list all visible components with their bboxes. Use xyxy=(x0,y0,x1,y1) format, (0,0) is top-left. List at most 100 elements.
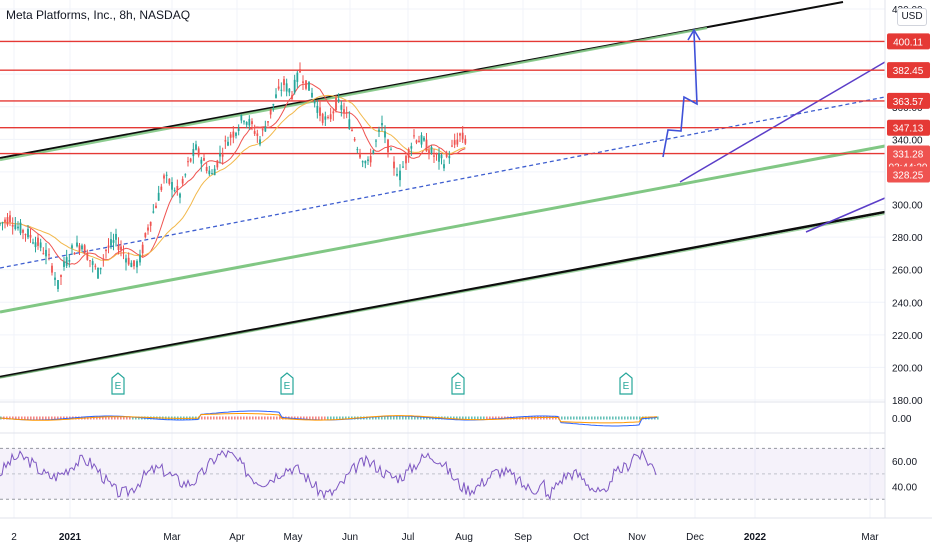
macd-histogram-bar xyxy=(600,416,602,420)
macd-histogram-bar xyxy=(39,416,41,420)
macd-histogram-bar xyxy=(393,416,395,420)
macd-histogram-bar xyxy=(480,416,482,420)
candle-body xyxy=(332,111,335,114)
candle-body xyxy=(195,144,197,150)
candle-body xyxy=(219,153,221,157)
macd-histogram-bar xyxy=(120,416,122,420)
candle-body xyxy=(112,240,115,243)
macd-histogram-bar xyxy=(576,416,578,420)
x-tick-label: Aug xyxy=(455,532,473,543)
candle-body xyxy=(187,161,189,163)
candle-body xyxy=(9,215,11,222)
macd-histogram-bar xyxy=(45,416,47,420)
parallel-line-upper xyxy=(679,61,886,183)
macd-histogram-bar xyxy=(339,416,341,420)
macd-histogram-bar xyxy=(420,416,422,420)
macd-histogram-bar xyxy=(405,416,407,420)
candle-body xyxy=(136,261,138,268)
macd-histogram-bar xyxy=(219,416,221,420)
macd-pane xyxy=(0,401,932,434)
macd-histogram-bar xyxy=(309,416,311,420)
macd-histogram-bar xyxy=(216,416,218,420)
candle-body xyxy=(461,132,464,140)
candle-body xyxy=(420,135,423,145)
candle-body xyxy=(189,158,192,162)
x-tick-label: Mar xyxy=(861,532,879,543)
candle-body xyxy=(229,134,232,138)
macd-histogram-bar xyxy=(369,416,371,420)
macd-histogram-bar xyxy=(450,416,452,420)
candle-body xyxy=(197,148,200,156)
candle-body xyxy=(448,156,451,159)
candle-body xyxy=(216,160,219,168)
macd-histogram-bar xyxy=(270,416,272,420)
candle-body xyxy=(19,222,22,234)
candle-body xyxy=(453,140,456,145)
candle-body xyxy=(407,149,410,158)
macd-histogram-bar xyxy=(273,416,275,420)
macd-histogram-bar xyxy=(378,416,380,420)
macd-histogram-bar xyxy=(336,416,338,420)
macd-histogram-bar xyxy=(63,416,65,420)
macd-histogram-bar xyxy=(639,416,641,420)
macd-histogram-bar xyxy=(36,416,38,420)
candle-body xyxy=(393,161,395,169)
x-tick-label: Dec xyxy=(686,532,704,543)
macd-histogram-bar xyxy=(543,416,545,420)
macd-histogram-bar xyxy=(615,416,617,420)
channel-lower-black xyxy=(0,210,886,379)
candle-body xyxy=(205,166,208,171)
candle-body xyxy=(65,257,68,266)
candle-body xyxy=(48,254,50,256)
candle-body xyxy=(396,174,398,176)
candle-body xyxy=(51,265,53,273)
candle-body xyxy=(248,118,251,126)
candle-body xyxy=(253,131,256,134)
candle-body xyxy=(423,137,425,141)
macd-histogram-bar xyxy=(384,416,386,420)
macd-signal-line xyxy=(0,413,658,424)
candle-body xyxy=(139,254,141,263)
candle-body xyxy=(192,149,195,157)
candle-body xyxy=(133,260,135,267)
trend-channel xyxy=(0,1,886,379)
x-tick-label: 2022 xyxy=(744,532,767,543)
candle-body xyxy=(240,115,243,121)
macd-histogram-bar xyxy=(603,416,605,420)
candle-body xyxy=(102,258,105,260)
macd-histogram-bar xyxy=(315,416,317,420)
macd-histogram-bar xyxy=(570,416,572,420)
macd-histogram-bar xyxy=(414,416,416,420)
macd-histogram-bar xyxy=(93,416,95,420)
macd-histogram-bar xyxy=(486,416,488,420)
macd-histogram-bar xyxy=(60,416,62,420)
candle-body xyxy=(149,221,152,226)
macd-histogram-bar xyxy=(108,416,110,420)
candle-body xyxy=(224,140,227,142)
macd-histogram-bar xyxy=(342,416,344,420)
candle-body xyxy=(319,107,321,116)
candle-body xyxy=(60,275,62,277)
candle-body xyxy=(63,261,65,267)
candle-body xyxy=(272,103,275,106)
candle-body xyxy=(456,139,459,145)
candle-body xyxy=(157,192,160,201)
candle-body xyxy=(213,168,216,176)
candle-body xyxy=(367,159,369,161)
candle-body xyxy=(261,129,264,131)
macd-histogram-bar xyxy=(213,416,215,420)
candle-body xyxy=(89,260,91,262)
candle-body xyxy=(110,239,112,246)
candle-body xyxy=(269,109,272,115)
earnings-badge xyxy=(111,372,125,395)
candle-body xyxy=(107,245,110,248)
channel-median-dashed xyxy=(0,96,886,269)
macd-histogram-bar xyxy=(9,416,11,420)
candle-body xyxy=(27,228,29,238)
macd-histogram-bar xyxy=(627,416,629,420)
macd-histogram-bar xyxy=(468,416,470,420)
currency-label[interactable]: USD xyxy=(897,8,927,26)
candle-body xyxy=(24,234,27,236)
candle-body xyxy=(464,138,467,144)
